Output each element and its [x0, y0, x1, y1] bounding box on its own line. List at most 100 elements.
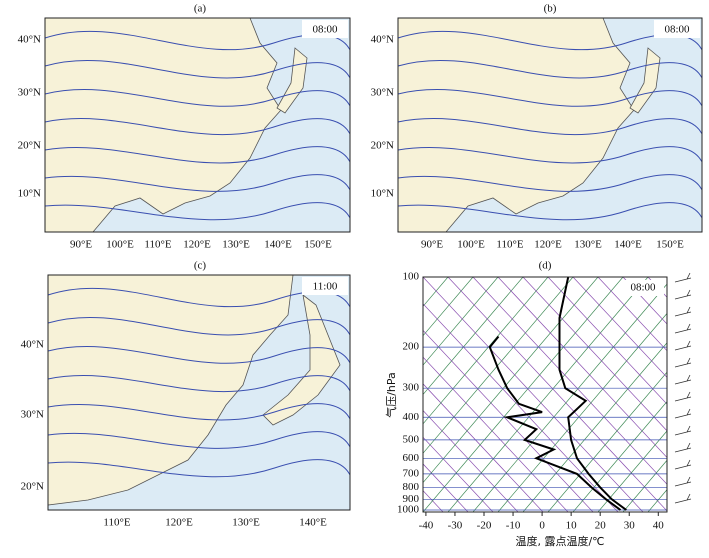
isobar — [397, 59, 703, 79]
isotherm — [522, 342, 667, 512]
isobar — [44, 174, 351, 192]
isotherm — [423, 277, 624, 512]
frame — [397, 17, 703, 233]
x-tick-label: 120°E — [183, 239, 211, 251]
y-tick-label: 200 — [403, 341, 420, 353]
frame — [44, 17, 351, 233]
wind-barb — [674, 357, 692, 368]
y-axis-label: 气压/hPa — [384, 372, 398, 418]
isobar — [47, 431, 351, 449]
y-tick-label: 500 — [403, 433, 420, 445]
x-tick-label: 120°E — [534, 239, 562, 251]
panel-label: (d) — [539, 260, 552, 272]
isobar — [44, 89, 351, 107]
isotherm — [647, 489, 667, 512]
wind-barb — [674, 391, 692, 402]
isotherm — [423, 277, 549, 425]
y-tick-label: 20°N — [21, 481, 44, 493]
x-tick-label: 90°E — [70, 239, 92, 251]
x-tick-label: 130°E — [222, 239, 250, 251]
y-tick-label: 20°N — [18, 140, 41, 152]
wind-barb — [674, 289, 692, 300]
isotherm — [423, 277, 599, 484]
x-tick-label: 30 — [624, 520, 636, 532]
isobar — [47, 346, 351, 364]
isobar — [397, 30, 703, 51]
isobar — [397, 118, 703, 136]
wind-barb — [674, 442, 692, 453]
panel-label: (b) — [544, 3, 557, 15]
x-tick-label: 120°E — [165, 517, 193, 529]
time-box — [622, 280, 664, 296]
mixing-line — [423, 383, 544, 512]
mixing-line — [547, 277, 667, 405]
isotherm — [423, 277, 574, 454]
time-label: 08:00 — [630, 282, 656, 294]
isobar — [397, 89, 703, 107]
y-tick-label: 10°N — [371, 188, 394, 200]
mixing-line — [572, 277, 667, 378]
x-tick-label: 150°E — [304, 239, 332, 251]
wind-barb — [674, 374, 692, 385]
x-tick-label: 130°E — [574, 239, 602, 251]
isobar — [397, 174, 703, 192]
profile-line — [488, 335, 622, 511]
isotherm — [622, 459, 667, 512]
mixing-line — [522, 277, 667, 432]
x-tick-label: 10 — [566, 520, 578, 532]
wind-barb — [674, 306, 692, 317]
wind-barb — [674, 459, 692, 470]
mixing-line — [472, 277, 667, 485]
isotherm — [423, 277, 499, 366]
isobar — [47, 375, 351, 393]
isobar — [47, 459, 351, 478]
x-tick-label: -20 — [477, 520, 492, 532]
y-tick-label: 900 — [403, 493, 420, 505]
x-tick-label: 100°E — [106, 239, 134, 251]
y-tick-label: 10°N — [18, 188, 41, 200]
panel-label: (a) — [194, 3, 207, 15]
isotherm — [423, 277, 524, 396]
x-tick-label: 140°E — [299, 517, 327, 529]
isobar — [44, 118, 351, 136]
x-tick-label: 140°E — [614, 239, 642, 251]
isotherm — [698, 277, 709, 512]
wind-barb — [674, 425, 692, 436]
isobar — [47, 403, 351, 421]
wind-barb — [674, 476, 692, 487]
x-tick-label: 40 — [653, 520, 665, 532]
y-tick-label: 40°N — [21, 339, 44, 351]
x-tick-label: 110°E — [103, 517, 130, 529]
time-label: 11:00 — [313, 281, 338, 293]
y-tick-label: 100 — [403, 271, 420, 283]
isobar — [44, 146, 351, 164]
isotherm — [497, 312, 667, 512]
time-box — [302, 20, 348, 38]
x-axis-label: 温度, 露点温度/℃ — [515, 534, 604, 548]
mixing-line — [647, 277, 667, 298]
isotherm — [423, 277, 474, 337]
y-tick-label: 1000 — [397, 504, 420, 516]
mixing-line — [423, 303, 619, 512]
time-label: 08:00 — [664, 24, 690, 36]
y-tick-label: 30°N — [21, 409, 44, 421]
y-tick-label: 30°N — [18, 87, 41, 99]
y-tick-label: 40°N — [18, 34, 41, 46]
y-tick-label: 800 — [403, 481, 420, 493]
y-tick-label: 400 — [403, 411, 420, 423]
profile-line — [558, 276, 627, 511]
x-tick-label: 100°E — [457, 239, 485, 251]
frame — [422, 276, 668, 513]
y-tick-label: 300 — [403, 382, 420, 394]
x-tick-label: -40 — [419, 520, 434, 532]
y-tick-label: 700 — [403, 467, 420, 479]
x-tick-label: -10 — [506, 520, 521, 532]
x-tick-label: 110°E — [496, 239, 523, 251]
time-box — [302, 277, 348, 295]
wind-barb — [674, 340, 692, 351]
isobar — [397, 146, 703, 164]
x-tick-label: -30 — [448, 520, 463, 532]
isobar — [47, 316, 351, 336]
